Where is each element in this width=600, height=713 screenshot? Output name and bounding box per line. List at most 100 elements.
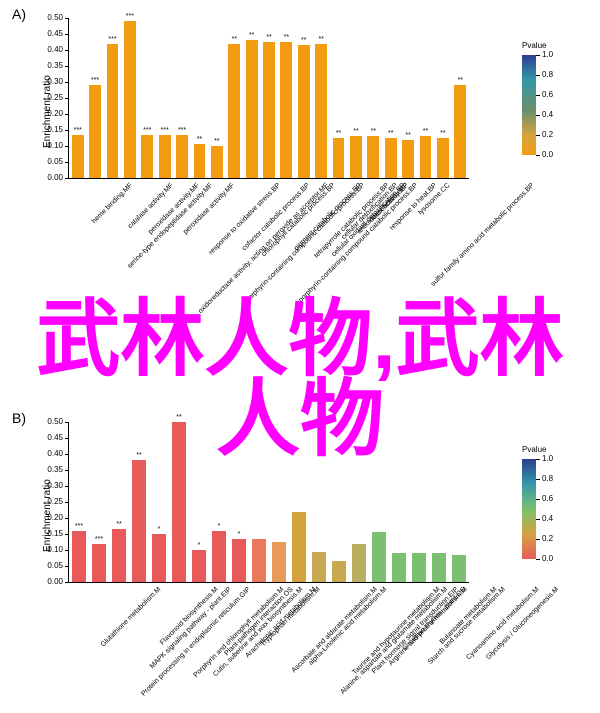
sig-label: *** — [161, 127, 169, 134]
bar — [420, 136, 432, 178]
sig-label: * — [198, 542, 201, 549]
ytick-label: 0.00 — [39, 173, 63, 182]
bar — [298, 45, 310, 178]
ytick-label: 0.20 — [39, 109, 63, 118]
ytick-label: 0.15 — [39, 529, 63, 538]
ytick-label: 0.25 — [39, 93, 63, 102]
bar — [89, 85, 101, 178]
bar — [315, 44, 327, 178]
bar — [385, 138, 397, 178]
ytick-mark — [65, 82, 69, 83]
ytick-mark — [65, 146, 69, 147]
cb-tick-mark — [536, 55, 540, 56]
panel-a-label: A) — [12, 6, 26, 22]
sig-label: *** — [74, 127, 82, 134]
bar — [312, 552, 326, 582]
bar — [402, 140, 414, 178]
ytick-mark — [65, 582, 69, 583]
ytick-mark — [65, 178, 69, 179]
bar — [72, 135, 84, 178]
ytick-label: 0.30 — [39, 77, 63, 86]
cb-tick-mark — [536, 135, 540, 136]
cb-tick-label: 0.6 — [542, 494, 553, 503]
cb-tick-label: 0.2 — [542, 130, 553, 139]
sig-label: *** — [75, 523, 83, 530]
watermark-text: 武林人物,武林人物 — [0, 300, 600, 460]
bar — [176, 135, 188, 178]
colorbar-b-gradient — [522, 459, 536, 559]
bar — [228, 44, 240, 178]
ytick-mark — [65, 130, 69, 131]
xcat-label: Flavonoid biosynthesis.M — [159, 586, 220, 647]
sig-label: *** — [91, 77, 99, 84]
xcat-label: MAPK signaling pathway - plant.EIP — [149, 586, 233, 670]
bar — [112, 529, 126, 582]
cb-tick-mark — [536, 155, 540, 156]
bar — [412, 553, 426, 582]
colorbar-a-title: Pvalue — [522, 41, 546, 50]
xcat-label: Cutin, suberine and wax biosynthesis.M — [212, 586, 304, 678]
bar — [452, 555, 466, 582]
cb-tick-label: 0.6 — [542, 90, 553, 99]
bar — [192, 550, 206, 582]
ytick-mark — [65, 162, 69, 163]
cb-tick-mark — [536, 479, 540, 480]
sig-label: * — [218, 523, 221, 530]
xcat-label: Cyanoamino acid metabolism.M — [465, 586, 540, 661]
colorbar-a-gradient — [522, 55, 536, 155]
bar — [372, 532, 386, 582]
bar — [159, 135, 171, 178]
colorbar-b: Pvalue 1.00.80.60.40.20.0 — [522, 459, 582, 569]
ytick-mark — [65, 534, 69, 535]
bar — [252, 539, 266, 582]
sig-label: ** — [458, 77, 463, 84]
bar — [141, 135, 153, 178]
sig-label: *** — [143, 127, 151, 134]
sig-label: ** — [440, 130, 445, 137]
xcat-label: sulfur family amino acid metabolic proce… — [430, 182, 536, 288]
sig-label: ** — [266, 34, 271, 41]
sig-label: ** — [249, 32, 254, 39]
sig-label: ** — [423, 128, 428, 135]
ytick-label: 0.35 — [39, 465, 63, 474]
cb-tick-mark — [536, 75, 540, 76]
cb-tick-mark — [536, 559, 540, 560]
xcat-label: heme binding.MF — [91, 182, 134, 225]
bar — [72, 531, 86, 582]
cb-tick-label: 0.8 — [542, 70, 553, 79]
bar — [280, 42, 292, 178]
bar — [367, 136, 379, 178]
cb-tick-label: 1.0 — [542, 50, 553, 59]
ytick-mark — [65, 470, 69, 471]
ytick-mark — [65, 518, 69, 519]
sig-label: ** — [214, 138, 219, 145]
bar — [392, 553, 406, 582]
cb-tick-mark — [536, 519, 540, 520]
sig-label: ** — [336, 130, 341, 137]
ytick-mark — [65, 98, 69, 99]
cb-tick-label: 0.4 — [542, 514, 553, 523]
bar — [124, 21, 136, 178]
ytick-mark — [65, 486, 69, 487]
cb-tick-label: 0.0 — [542, 150, 553, 159]
bar — [132, 460, 146, 582]
bar — [350, 136, 362, 178]
bar — [333, 138, 345, 178]
ytick-label: 0.15 — [39, 125, 63, 134]
sig-label: *** — [178, 127, 186, 134]
bar — [246, 40, 258, 178]
chart-a: Enrichment ratio 0.000.050.100.150.200.2… — [50, 18, 470, 178]
ytick-label: 0.10 — [39, 141, 63, 150]
bar — [352, 544, 366, 582]
xcat-label: Plant hormone signal transduction.EIP — [371, 586, 460, 675]
cb-tick-mark — [536, 95, 540, 96]
ytick-mark — [65, 114, 69, 115]
sig-label: *** — [95, 536, 103, 543]
bar — [432, 553, 446, 582]
bar — [211, 146, 223, 178]
sig-label: ** — [301, 37, 306, 44]
sig-label: ** — [388, 130, 393, 137]
ytick-label: 0.05 — [39, 157, 63, 166]
ytick-mark — [65, 18, 69, 19]
chart-a-plot: 0.000.050.100.150.200.250.300.350.400.45… — [68, 18, 469, 179]
